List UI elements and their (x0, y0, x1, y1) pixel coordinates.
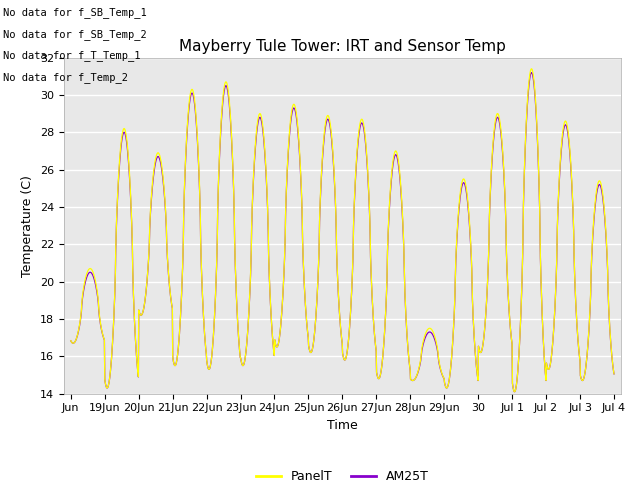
Text: No data for f_SB_Temp_1: No data for f_SB_Temp_1 (3, 7, 147, 18)
X-axis label: Time: Time (327, 419, 358, 432)
Text: No data for f_Temp_2: No data for f_Temp_2 (3, 72, 128, 83)
Text: No data for f_SB_Temp_2: No data for f_SB_Temp_2 (3, 29, 147, 40)
Legend: PanelT, AM25T: PanelT, AM25T (251, 465, 434, 480)
Text: No data for f_T_Temp_1: No data for f_T_Temp_1 (3, 50, 141, 61)
Title: Mayberry Tule Tower: IRT and Sensor Temp: Mayberry Tule Tower: IRT and Sensor Temp (179, 39, 506, 54)
Y-axis label: Temperature (C): Temperature (C) (22, 175, 35, 276)
